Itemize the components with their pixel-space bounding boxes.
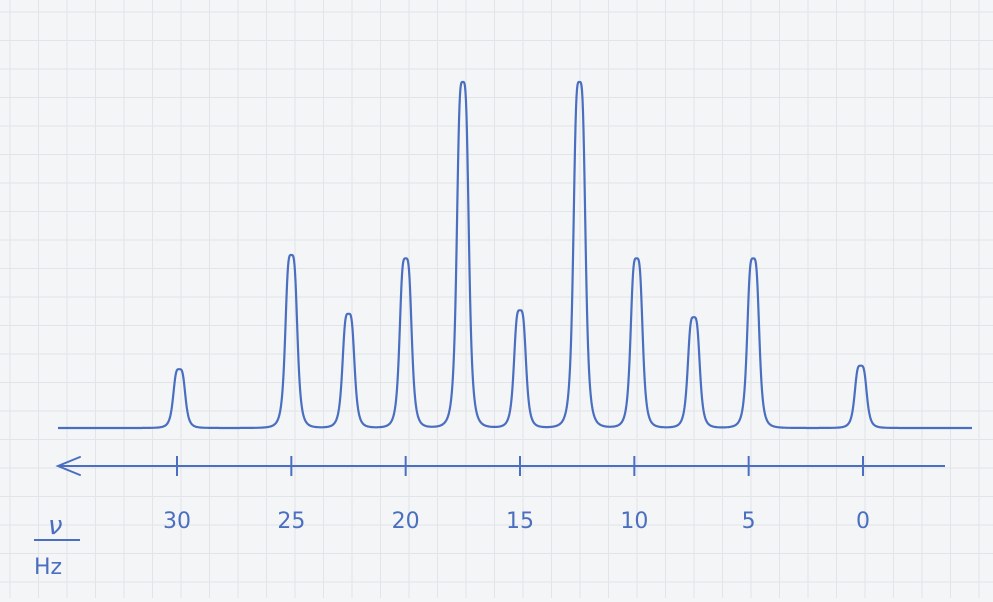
x-tick-label: 20 (392, 509, 420, 534)
tick-marks (176, 456, 864, 476)
x-tick-label: 25 (277, 509, 305, 534)
tick-labels: 30 25 20 15 10 5 0 (163, 509, 870, 534)
x-tick-label: 10 (620, 509, 648, 534)
x-axis (55, 456, 945, 476)
spectrum-line (57, 80, 973, 430)
axis-label-symbol: ν (48, 511, 63, 541)
axis-label: ν Hz (34, 511, 80, 580)
x-tick-label: 15 (506, 509, 534, 534)
axis-label-unit: Hz (34, 555, 62, 580)
x-tick-label: 0 (856, 509, 870, 534)
axis-arrowhead-icon (55, 456, 81, 476)
x-tick-label: 5 (742, 509, 756, 534)
x-tick-label: 30 (163, 509, 191, 534)
